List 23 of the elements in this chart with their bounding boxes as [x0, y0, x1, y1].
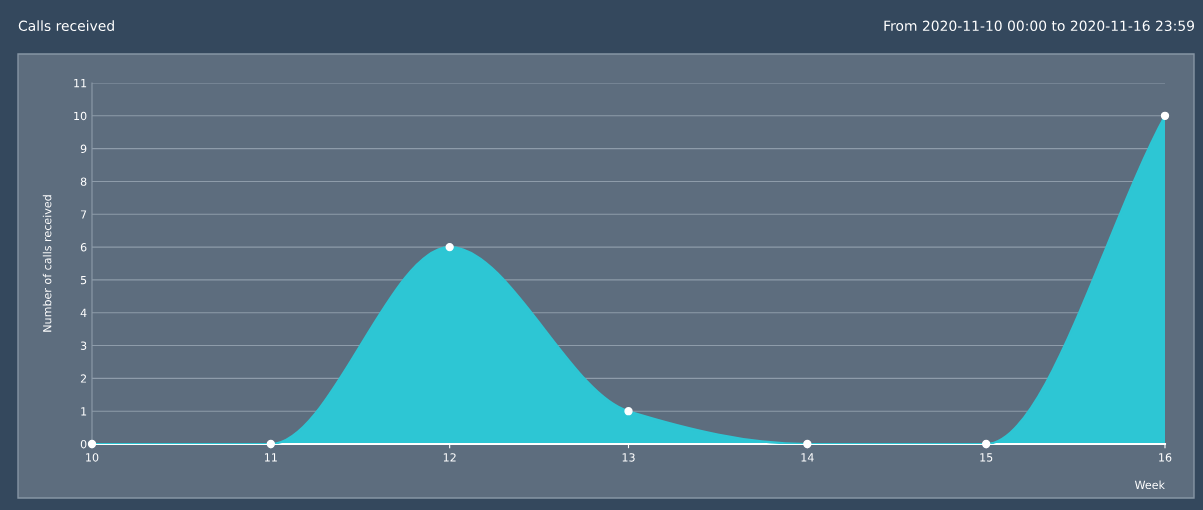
- y-tick-label: 2: [80, 374, 87, 383]
- x-tick-label: 10: [86, 453, 99, 462]
- x-tick-label: 16: [1159, 453, 1172, 462]
- y-tick-label: 1: [81, 407, 87, 416]
- y-tick-label: 9: [80, 144, 87, 154]
- x-tick-label: 11: [264, 453, 277, 462]
- y-tick-label: 0: [80, 439, 87, 449]
- y-tick-label: 8: [80, 177, 87, 186]
- y-tick-label: 10: [74, 111, 87, 121]
- x-tick-label: 14: [801, 453, 814, 462]
- x-tick-label: 12: [443, 453, 456, 462]
- x-axis-title: Week: [1134, 480, 1165, 490]
- y-tick-label: 3: [80, 341, 87, 350]
- x-tick-label: 13: [622, 453, 635, 462]
- y-tick-label: 7: [80, 210, 87, 219]
- y-tick-label: 4: [80, 308, 87, 317]
- y-tick-label: 11: [74, 79, 87, 88]
- chart-subtitle: From 2020-11-10 00:00 to 2020-11-16 23:59: [884, 20, 1195, 32]
- y-tick-label: 6: [80, 243, 87, 252]
- chart-title: Calls received: [18, 20, 114, 32]
- x-tick-label: 15: [980, 453, 993, 462]
- y-axis-title: Number of calls received: [42, 195, 52, 332]
- y-tick-label: 5: [80, 276, 87, 285]
